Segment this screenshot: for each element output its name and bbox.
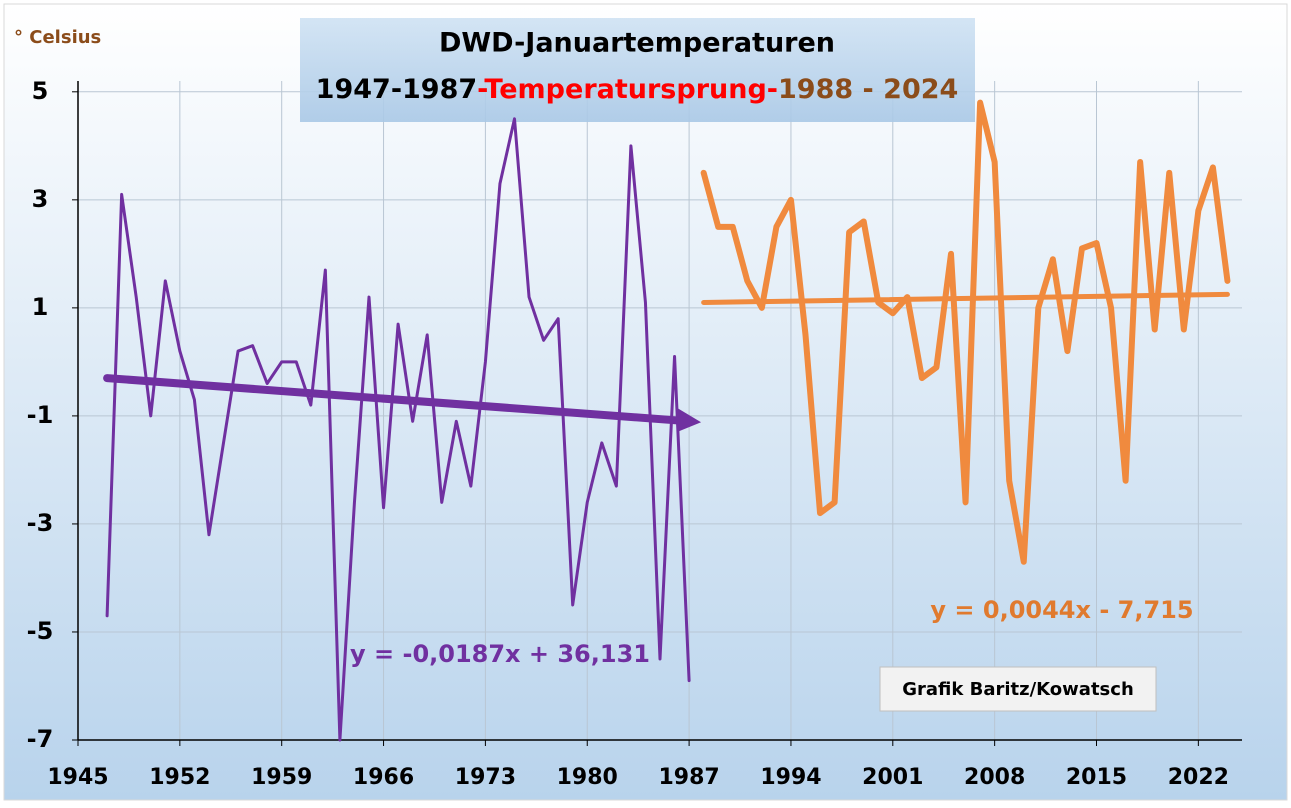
y-tick-label: -3: [27, 509, 54, 537]
title-box: [300, 18, 975, 122]
y-axis-label: ° Celsius: [14, 27, 101, 48]
subtitle-part: 1947-1987: [316, 74, 478, 105]
x-tick-label: 1987: [658, 765, 719, 790]
x-tick-label: 2022: [1168, 765, 1229, 790]
data-line: [105, 117, 691, 742]
data-line: [701, 291, 1230, 305]
x-tick-label: 1980: [557, 765, 618, 790]
x-tick-label: 2001: [862, 765, 923, 790]
annotation: y = -0,0187x + 36,131: [350, 640, 650, 668]
chart-title: DWD-Januartemperaturen: [439, 28, 835, 59]
y-tick-label: -1: [27, 401, 54, 429]
trend-line: [103, 374, 702, 433]
y-tick-label: -7: [27, 725, 54, 753]
annotation-box: [879, 666, 1157, 712]
y-tick-label: 3: [32, 185, 49, 213]
x-tick-label: 1959: [251, 765, 312, 790]
x-tick-label: 1994: [760, 765, 821, 790]
y-tick-label: 5: [32, 77, 49, 105]
y-tick-label: 1: [32, 293, 49, 321]
chart-subtitle: 1947-1987-Temperatursprung-1988 - 2024: [316, 74, 959, 105]
x-tick-label: 2015: [1066, 765, 1127, 790]
subtitle-part: -Temperatursprung-: [477, 74, 778, 105]
x-tick-label: 1966: [353, 765, 414, 790]
subtitle-part: 1988 - 2024: [778, 74, 958, 105]
x-tick-label: 1945: [47, 765, 108, 790]
data-line: [700, 99, 1231, 565]
annotation: y = 0,0044x - 7,715: [930, 596, 1193, 624]
annotation: Grafik Baritz/Kowatsch: [902, 679, 1134, 700]
x-tick-label: 1973: [455, 765, 516, 790]
x-tick-label: 1952: [149, 765, 210, 790]
y-tick-label: -5: [27, 617, 54, 645]
x-tick-label: 2008: [964, 765, 1025, 790]
